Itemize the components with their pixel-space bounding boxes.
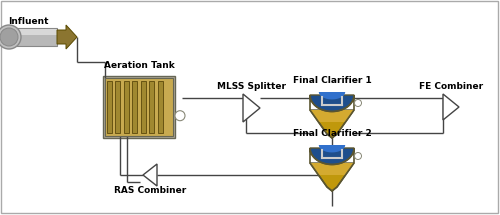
Circle shape bbox=[354, 152, 362, 160]
Polygon shape bbox=[310, 110, 354, 138]
Circle shape bbox=[0, 28, 18, 46]
Text: Influent: Influent bbox=[8, 17, 48, 26]
Polygon shape bbox=[310, 163, 354, 175]
Text: FE Combiner: FE Combiner bbox=[419, 82, 483, 91]
Polygon shape bbox=[243, 94, 260, 122]
FancyBboxPatch shape bbox=[141, 81, 146, 133]
FancyBboxPatch shape bbox=[9, 28, 57, 46]
Text: Final Clarifier 2: Final Clarifier 2 bbox=[292, 129, 372, 138]
Text: MLSS Splitter: MLSS Splitter bbox=[217, 82, 286, 91]
Polygon shape bbox=[310, 95, 354, 112]
Text: Aeration Tank: Aeration Tank bbox=[104, 61, 174, 70]
FancyBboxPatch shape bbox=[103, 76, 175, 138]
Polygon shape bbox=[143, 164, 157, 186]
FancyBboxPatch shape bbox=[115, 81, 120, 133]
Polygon shape bbox=[310, 110, 354, 122]
Polygon shape bbox=[57, 25, 77, 49]
Polygon shape bbox=[310, 163, 354, 191]
Circle shape bbox=[175, 111, 185, 121]
FancyBboxPatch shape bbox=[107, 81, 112, 133]
FancyBboxPatch shape bbox=[132, 81, 137, 133]
Polygon shape bbox=[443, 94, 459, 120]
Polygon shape bbox=[310, 148, 354, 164]
FancyBboxPatch shape bbox=[149, 81, 154, 133]
FancyBboxPatch shape bbox=[9, 29, 57, 35]
Polygon shape bbox=[319, 145, 345, 152]
Text: Final Clarifier 1: Final Clarifier 1 bbox=[292, 76, 372, 85]
Text: RAS Combiner: RAS Combiner bbox=[114, 186, 186, 195]
Circle shape bbox=[0, 25, 21, 49]
FancyBboxPatch shape bbox=[158, 81, 163, 133]
Circle shape bbox=[354, 100, 362, 106]
FancyBboxPatch shape bbox=[105, 78, 173, 136]
Polygon shape bbox=[319, 92, 345, 99]
FancyBboxPatch shape bbox=[124, 81, 129, 133]
